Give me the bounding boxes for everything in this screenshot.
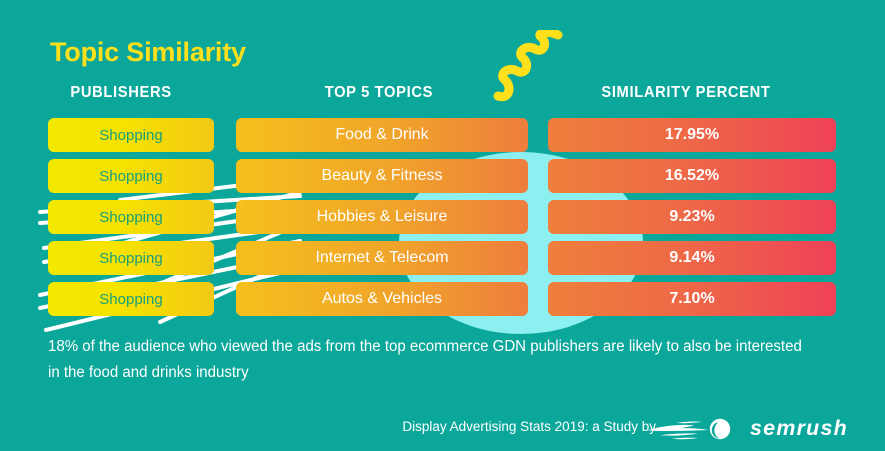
- topic-pill: Internet & Telecom: [236, 241, 528, 275]
- footer-credit: Display Advertising Stats 2019: a Study …: [402, 419, 656, 434]
- table-row: Shopping Hobbies & Leisure 9.23%: [0, 200, 885, 241]
- similarity-bar: 7.10%: [548, 282, 836, 316]
- topic-pill: Hobbies & Leisure: [236, 200, 528, 234]
- publisher-pill: Shopping: [48, 118, 214, 152]
- column-header-topics: TOP 5 TOPICS: [324, 84, 434, 101]
- publisher-pill: Shopping: [48, 200, 214, 234]
- table-row: Shopping Autos & Vehicles 7.10%: [0, 282, 885, 323]
- publisher-pill: Shopping: [48, 282, 214, 316]
- semrush-wordmark: semrush: [750, 417, 848, 440]
- table-row: Shopping Food & Drink 17.95%: [0, 118, 885, 159]
- topic-pill: Food & Drink: [236, 118, 528, 152]
- publisher-pill: Shopping: [48, 241, 214, 275]
- similarity-bar: 9.23%: [548, 200, 836, 234]
- page-title: Topic Similarity: [50, 37, 246, 67]
- similarity-bar: 17.95%: [548, 118, 836, 152]
- similarity-bar: 9.14%: [548, 241, 836, 275]
- publisher-pill: Shopping: [48, 159, 214, 193]
- column-header-publishers: PUBLISHERS: [70, 84, 172, 101]
- topic-pill: Autos & Vehicles: [236, 282, 528, 316]
- caption-text: 18% of the audience who viewed the ads f…: [48, 338, 802, 381]
- table-row: Shopping Internet & Telecom 9.14%: [0, 241, 885, 282]
- data-rows: Shopping Food & Drink 17.95% Shopping Be…: [0, 118, 885, 323]
- footer: Display Advertising Stats 2019: a Study …: [0, 415, 885, 445]
- table-row: Shopping Beauty & Fitness 16.52%: [0, 159, 885, 200]
- squiggle-decoration: [493, 30, 563, 102]
- column-header-similarity: SIMILARITY PERCENT: [601, 84, 771, 101]
- semrush-comet-icon: [648, 418, 731, 440]
- similarity-bar: 16.52%: [548, 159, 836, 193]
- topic-pill: Beauty & Fitness: [236, 159, 528, 193]
- semrush-logo: semrush: [646, 416, 847, 442]
